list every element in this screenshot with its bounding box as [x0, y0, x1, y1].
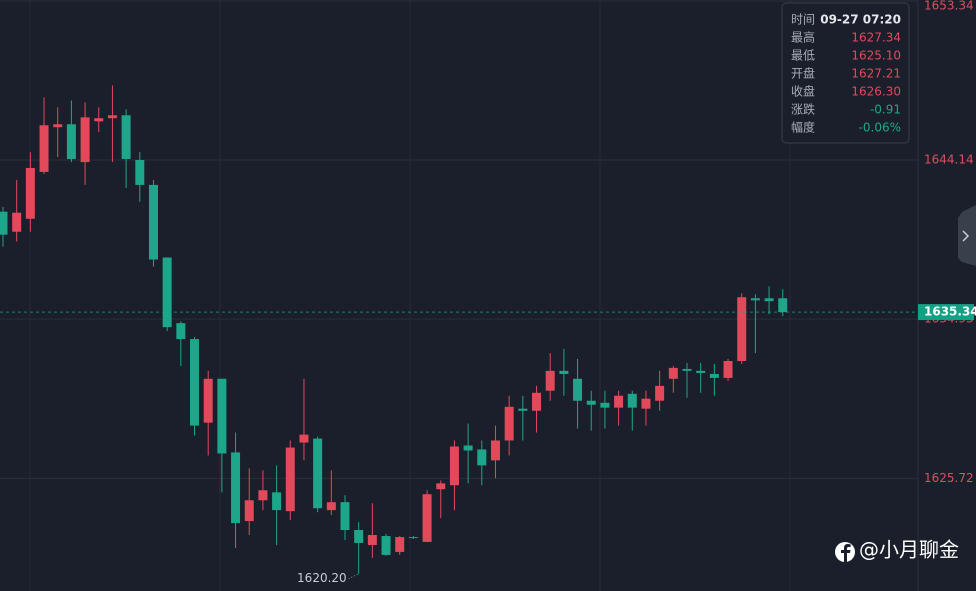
candle-body	[627, 393, 637, 408]
candle-body	[463, 445, 473, 451]
candle-body	[696, 370, 706, 373]
tooltip-value: -0.91	[870, 103, 901, 117]
candle-body	[518, 408, 528, 411]
candle-body	[436, 483, 446, 490]
candle-body	[0, 211, 8, 235]
tooltip-value: 1626.30	[851, 85, 901, 99]
candle-body	[750, 298, 760, 301]
last-price-tag	[918, 304, 974, 321]
candle-body	[354, 529, 364, 543]
candle-body	[490, 440, 500, 461]
candle-body	[66, 124, 76, 159]
candle-body	[737, 297, 747, 361]
y-tick-label: 1653.34	[924, 0, 974, 13]
candle-body	[39, 125, 49, 172]
tooltip-label: 最低	[791, 49, 815, 63]
tooltip-label: 收盘	[791, 84, 815, 99]
candle-body	[162, 257, 172, 328]
candle-body	[477, 449, 487, 466]
candle-body	[272, 492, 282, 511]
candle-body	[395, 537, 405, 552]
candle-body	[764, 298, 774, 302]
candle-body	[614, 395, 624, 408]
watermark-text: @小月聊金	[859, 538, 959, 562]
candle-body	[682, 368, 692, 371]
candle-body	[422, 494, 432, 542]
candle-body	[107, 115, 117, 119]
y-tick-label: 1644.14	[924, 153, 974, 167]
tooltip-label: 时间	[791, 13, 815, 27]
candle-body	[573, 378, 583, 401]
tooltip-box	[781, 2, 910, 144]
watermark-icon-f	[841, 544, 851, 562]
candle-body	[641, 398, 651, 409]
tooltip-label: 开盘	[791, 66, 815, 81]
candle-body	[340, 502, 350, 530]
candle-body	[285, 447, 295, 512]
tooltip-label: 最高	[791, 30, 815, 45]
y-tick-label: 1625.72	[924, 471, 974, 485]
candle-body	[258, 490, 268, 501]
tooltip-value: 1625.10	[851, 49, 901, 63]
candle-body	[231, 452, 241, 524]
vertical-grid	[29, 0, 791, 591]
candle-body	[367, 535, 377, 546]
candle-body	[12, 212, 22, 232]
candle-body	[381, 536, 391, 555]
candle-body	[586, 400, 596, 405]
candle-body	[504, 406, 514, 441]
candle-body	[655, 385, 665, 401]
candle-body	[532, 392, 542, 411]
candle-body	[449, 446, 459, 486]
plot: 1620.20	[0, 0, 918, 585]
candle-body	[176, 323, 186, 340]
tooltip-value: 1627.21	[851, 67, 901, 81]
last-price-label: 1635.34	[924, 305, 976, 319]
watermark: @小月聊金	[835, 538, 959, 562]
candle-body	[326, 502, 336, 511]
candle-body	[559, 370, 569, 374]
tooltip-value: -0.06%	[859, 121, 901, 135]
candle-body	[778, 298, 788, 313]
candle-body	[600, 402, 610, 408]
side-tab-arrow[interactable]	[962, 230, 970, 242]
candle-body	[80, 117, 90, 163]
candle-body	[53, 124, 63, 128]
annotation-label: 1620.20	[297, 571, 347, 585]
tooltip-value: 09-27 07:20	[820, 13, 901, 27]
candle-body	[723, 360, 733, 378]
candle-body	[545, 370, 555, 391]
side-tab[interactable]	[958, 205, 976, 266]
candle-body	[217, 378, 227, 454]
candle-body	[148, 184, 158, 260]
candle-body	[94, 118, 104, 122]
candle-body	[244, 500, 254, 522]
candle-body	[135, 160, 145, 185]
candle-body	[299, 434, 309, 443]
candle-body	[313, 438, 323, 509]
tooltip-value: 1627.34	[851, 31, 901, 45]
candle-body	[190, 339, 200, 426]
candle-body	[668, 367, 678, 379]
tooltip-label: 幅度	[791, 120, 815, 135]
tooltip: 时间 09-27 07:20 最高 1627.34 最低 1625.10 开盘 1627.21…	[781, 2, 910, 144]
candle-body	[25, 167, 35, 219]
tooltip-label: 涨跌	[791, 102, 815, 117]
candle-body	[408, 537, 418, 539]
candle-body	[709, 373, 719, 378]
annotation-leader	[348, 573, 359, 580]
candle-body	[203, 378, 213, 423]
candle-body	[121, 115, 131, 159]
